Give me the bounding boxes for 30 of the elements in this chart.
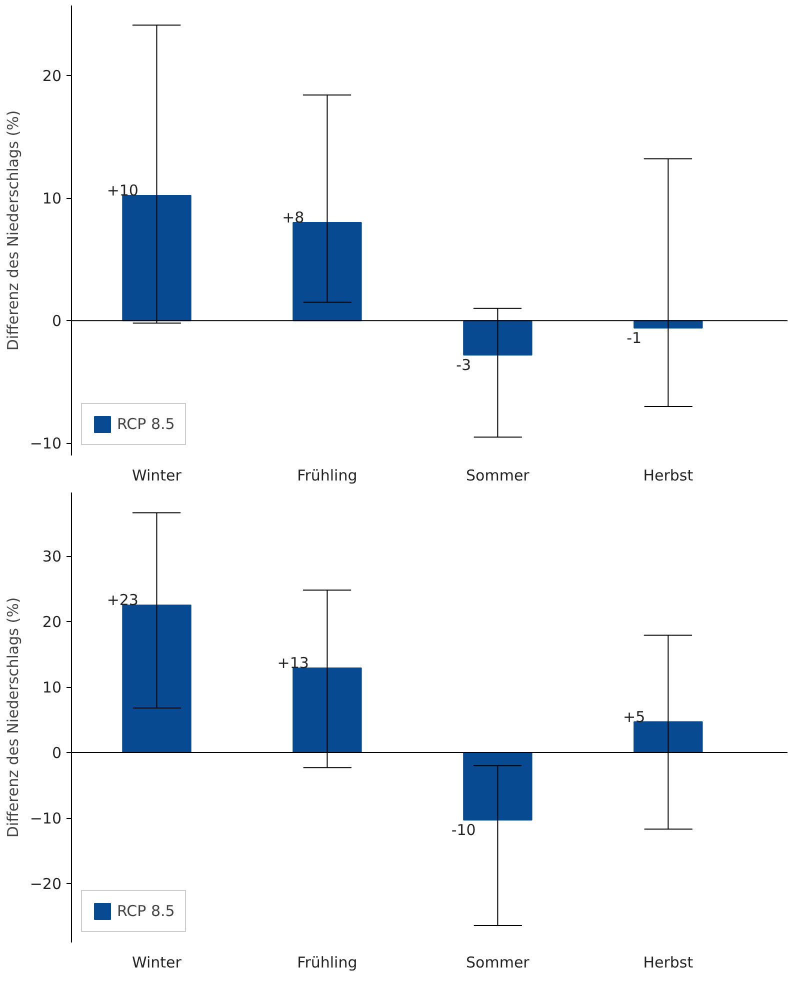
x-tick-label: Winter [132,954,182,972]
legend-label: RCP 8.5 [117,415,175,433]
x-tick-label: Sommer [466,466,530,484]
y-tick-label: 0 [52,744,62,762]
legend-label: RCP 8.5 [117,902,175,920]
y-tick-label: 10 [42,678,62,697]
x-tick-label: Sommer [466,954,530,972]
data-label: +10 [106,182,138,200]
y-tick-label: 0 [52,312,62,330]
data-label: -10 [451,821,476,840]
y-axis-title: Differenz des Niederschlags (%) [4,110,22,351]
data-label: +13 [277,654,309,672]
y-tick-label: 20 [42,66,62,85]
y-tick-label: −10 [30,434,62,453]
data-label: +5 [623,708,646,726]
data-label: +23 [106,591,138,610]
x-tick-label: Herbst [643,954,694,972]
y-tick-label: 20 [42,613,62,632]
x-tick-label: Frühling [297,466,358,484]
x-tick-label: Frühling [297,954,358,972]
y-axis-title: Differenz des Niederschlags (%) [4,597,22,838]
data-label: -1 [626,328,642,347]
y-tick-label: 10 [42,190,62,208]
data-label: -3 [456,356,472,374]
data-label: +8 [282,208,304,227]
y-tick-label: −20 [30,875,62,894]
x-tick-label: Winter [132,466,182,484]
x-tick-label: Herbst [643,466,694,484]
y-tick-label: 30 [42,548,62,566]
y-tick-label: −10 [30,810,62,828]
